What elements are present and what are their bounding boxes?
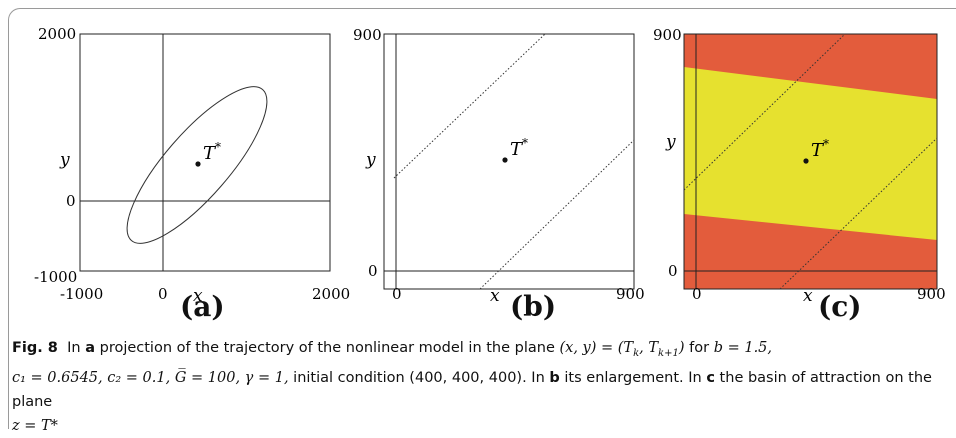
panel-a-ylabel: y bbox=[59, 150, 70, 170]
panel-a-xtick-zero: 0 bbox=[158, 285, 168, 303]
panel-b-ytick-top: 900 bbox=[353, 26, 382, 44]
panel-c-ytick-top: 900 bbox=[653, 26, 682, 44]
panel-c-basin-region bbox=[684, 67, 937, 240]
caption-text-3: for bbox=[684, 340, 714, 356]
figure-frame bbox=[8, 8, 956, 429]
panel-c-trajectory-lower bbox=[779, 137, 938, 290]
panel-a-label: (a) bbox=[180, 290, 225, 323]
panel-b-fixed-point bbox=[502, 157, 508, 163]
panel-a-xtick-left: -1000 bbox=[60, 285, 103, 303]
caption-text-6: the basin of attraction on the plane bbox=[12, 369, 932, 410]
panel-a-frame bbox=[79, 33, 331, 272]
caption-bold-a: a bbox=[85, 340, 95, 356]
panel-b-xtick-zero: 0 bbox=[392, 285, 402, 303]
panel-c-ytick-zero: 0 bbox=[668, 262, 678, 280]
caption-math-plane: (x, y) = (Tk, Tk+1) bbox=[559, 340, 685, 359]
panel-a-ytick-zero: 0 bbox=[66, 192, 76, 210]
caption-text-4: initial condition (400, 400, 400). In bbox=[288, 369, 550, 386]
panel-c-frame bbox=[683, 33, 938, 290]
panel-a-point-label: T* bbox=[203, 140, 221, 164]
panel-c-fixed-point bbox=[803, 158, 809, 164]
caption-bold-b: b bbox=[549, 369, 560, 386]
panel-c-xtick-right: 900 bbox=[917, 285, 946, 303]
panel-a-xlabel: x bbox=[193, 286, 203, 306]
panel-a-ytick-top: 2000 bbox=[38, 25, 76, 43]
caption-fig-label: Fig. 8 bbox=[12, 340, 58, 356]
panel-a-ytick-bottom: -1000 bbox=[34, 268, 77, 286]
caption-math-params-1: b = 1.5, bbox=[713, 340, 773, 356]
panel-c-label: (c) bbox=[818, 290, 862, 323]
panel-a-trajectory bbox=[126, 86, 268, 244]
caption-text-5: its enlargement. In bbox=[559, 369, 707, 386]
panel-a-fixed-point bbox=[195, 161, 201, 167]
caption-math-params-2: c₁ = 0.6545, c₂ = 0.1, G̅ = 100, γ = 1, bbox=[12, 369, 289, 386]
panel-b-ytick-zero: 0 bbox=[368, 262, 378, 280]
caption-bold-c: c bbox=[706, 369, 715, 386]
figure-caption: Fig. 8 In a projection of the trajectory… bbox=[12, 336, 942, 438]
panel-c-trajectory-upper bbox=[683, 33, 846, 191]
caption-text-2: projection of the trajectory of the nonl… bbox=[95, 340, 560, 356]
panel-c-ylabel: y bbox=[665, 132, 676, 152]
panel-b-point-label: T* bbox=[510, 136, 528, 160]
panel-c-xtick-zero: 0 bbox=[692, 285, 702, 303]
panel-b-label: (b) bbox=[510, 290, 557, 323]
panel-a-plot: T* 2000 0 -1000 -1000 0 2000 y x T* 900 … bbox=[34, 25, 946, 306]
panel-b-xlabel: x bbox=[490, 286, 500, 306]
caption-text-1: In bbox=[67, 340, 86, 356]
caption-math-plane-z: z = T* bbox=[12, 417, 58, 434]
panel-b-frame bbox=[383, 33, 635, 290]
panel-b-trajectory-upper bbox=[393, 33, 546, 179]
panel-b-trajectory-lower bbox=[479, 139, 635, 290]
panel-b-ylabel: y bbox=[365, 150, 376, 170]
panel-a-xtick-right: 2000 bbox=[312, 285, 350, 303]
panel-b-xtick-right: 900 bbox=[616, 285, 645, 303]
panel-c-xlabel: x bbox=[803, 286, 813, 306]
